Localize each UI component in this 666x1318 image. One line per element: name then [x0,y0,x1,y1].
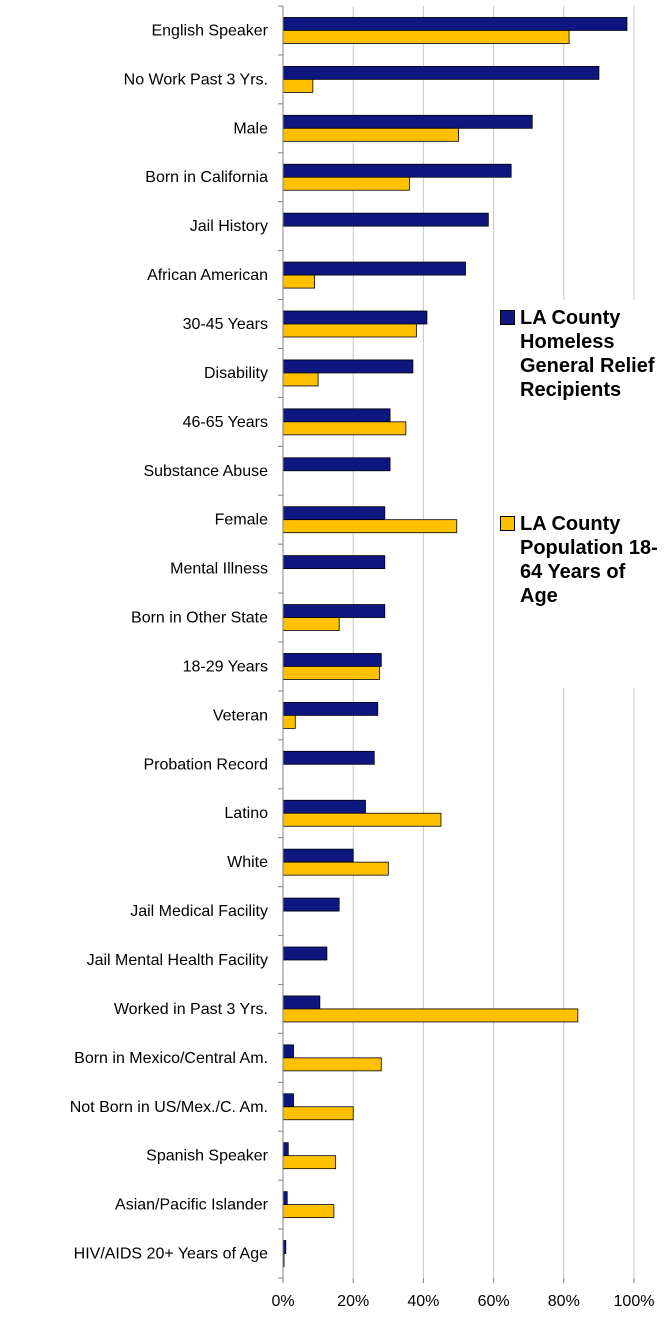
bar [282,372,319,387]
category-label: HIV/AIDS 20+ Years of Age [74,1246,268,1263]
category-label: Not Born in US/Mex./C. Am. [70,1099,268,1116]
category-label: Asian/Pacific Islander [115,1197,269,1214]
category-label: Born in Other State [131,610,268,627]
bar [282,666,380,680]
bar [282,1044,294,1059]
bar [282,701,379,716]
bar [282,457,391,472]
bar [282,1155,337,1170]
bar [282,1191,288,1206]
bar [282,995,321,1010]
legend-label-homeless: LA County Homeless General Relief Recipi… [520,307,655,401]
bar [282,323,417,338]
category-label: Probation Record [143,756,268,773]
category-label: Jail History [190,218,268,235]
bar [282,310,428,325]
bar [282,1008,579,1023]
category-label: Born in California [145,169,268,186]
bars [282,17,628,1267]
bar [282,1057,382,1072]
bar [282,897,340,912]
category-label: 18-29 Years [183,658,268,675]
bar [282,750,375,765]
category-label: Jail Medical Facility [130,903,268,920]
category-label: African American [147,267,268,284]
bar [282,163,512,178]
bar [282,799,366,814]
bar [282,30,570,44]
x-tick-label: 100% [614,1293,655,1310]
category-labels: English Speaker No Work Past 3 Yrs. Male Bo… [70,22,269,1262]
bar [282,555,386,570]
bar [282,78,314,93]
category-label: English Speaker [151,22,268,39]
bar [282,176,410,191]
bar [282,114,533,129]
bar [282,274,315,289]
x-tick-label: 0% [271,1293,294,1310]
bar [282,1142,289,1157]
category-label: Spanish Speaker [146,1148,269,1165]
x-tick-label: 60% [478,1293,510,1310]
category-label: Veteran [213,707,268,724]
category-label: Mental Illness [170,561,268,578]
category-label: Worked in Past 3 Yrs. [114,1001,268,1018]
category-label: No Work Past 3 Yrs. [124,71,268,88]
category-label: Disability [204,365,268,382]
bar [282,421,407,436]
category-label: White [227,854,268,871]
bar [282,408,391,423]
category-label: Substance Abuse [143,463,268,480]
bar [282,653,382,667]
bar [282,506,386,521]
category-label: Jail Mental Health Facility [87,952,268,969]
bar [282,127,459,142]
x-tick-label: 20% [337,1293,369,1310]
legend-label-population: LA County Population 18-64 Years of Age [520,513,658,607]
category-label: Male [233,120,268,137]
bar [282,848,354,863]
bar [282,1106,354,1121]
bar [282,65,600,80]
x-tick-label: 40% [407,1293,439,1310]
axes [278,5,635,1283]
legend: LA County Homeless General Relief Recipi… [494,300,664,688]
tick-labels: 0% 20% 40% 60% 80% 100% [271,1293,654,1310]
bar [282,261,466,276]
bar [282,1093,294,1108]
category-label: 46-65 Years [183,414,268,431]
bar [282,519,458,534]
legend-swatch-population [500,516,515,531]
category-label: Latino [224,805,268,822]
bar [282,604,386,618]
bar [282,212,489,227]
category-label: Female [215,512,268,529]
bar [282,617,340,631]
legend-swatch-homeless [500,310,515,325]
bar [282,714,296,729]
bar [282,359,414,374]
bar [282,946,328,961]
category-label: Born in Mexico/Central Am. [74,1050,268,1067]
x-tick-label: 80% [548,1293,580,1310]
bar [282,1204,335,1219]
category-label: 30-45 Years [183,316,268,333]
bar [282,17,628,31]
bar [282,812,442,827]
bar [282,861,389,876]
